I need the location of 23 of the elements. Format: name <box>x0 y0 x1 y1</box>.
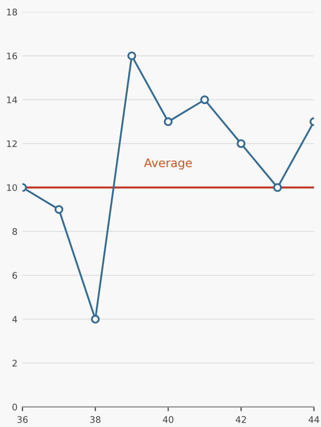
y-tick-label: 12 <box>7 140 17 148</box>
y-tick-label: 18 <box>7 8 17 16</box>
y-tick-label: 4 <box>12 316 18 323</box>
y-tick-label: 16 <box>7 52 18 60</box>
y-tick-label: 2 <box>12 360 17 366</box>
point <box>273 183 282 192</box>
x-tick-label: 44 <box>308 416 320 423</box>
y-tick-label: 0 <box>12 404 18 410</box>
x-tick-label: 38 <box>90 416 100 423</box>
y-tick-label: 8 <box>12 228 17 235</box>
point <box>127 51 136 60</box>
point <box>200 95 210 104</box>
x-tick-label: 42 <box>236 416 246 423</box>
point <box>90 314 100 324</box>
x-tick-label: 40 <box>162 416 174 423</box>
ref-line-label: Average <box>144 158 192 170</box>
point <box>236 139 246 148</box>
y-tick-label: 14 <box>7 96 18 104</box>
y-tick-label: 6 <box>12 272 18 279</box>
point <box>54 205 64 214</box>
y-tick-label: 10 <box>7 184 18 192</box>
point <box>164 117 173 126</box>
x-tick-label: 36 <box>17 416 28 423</box>
